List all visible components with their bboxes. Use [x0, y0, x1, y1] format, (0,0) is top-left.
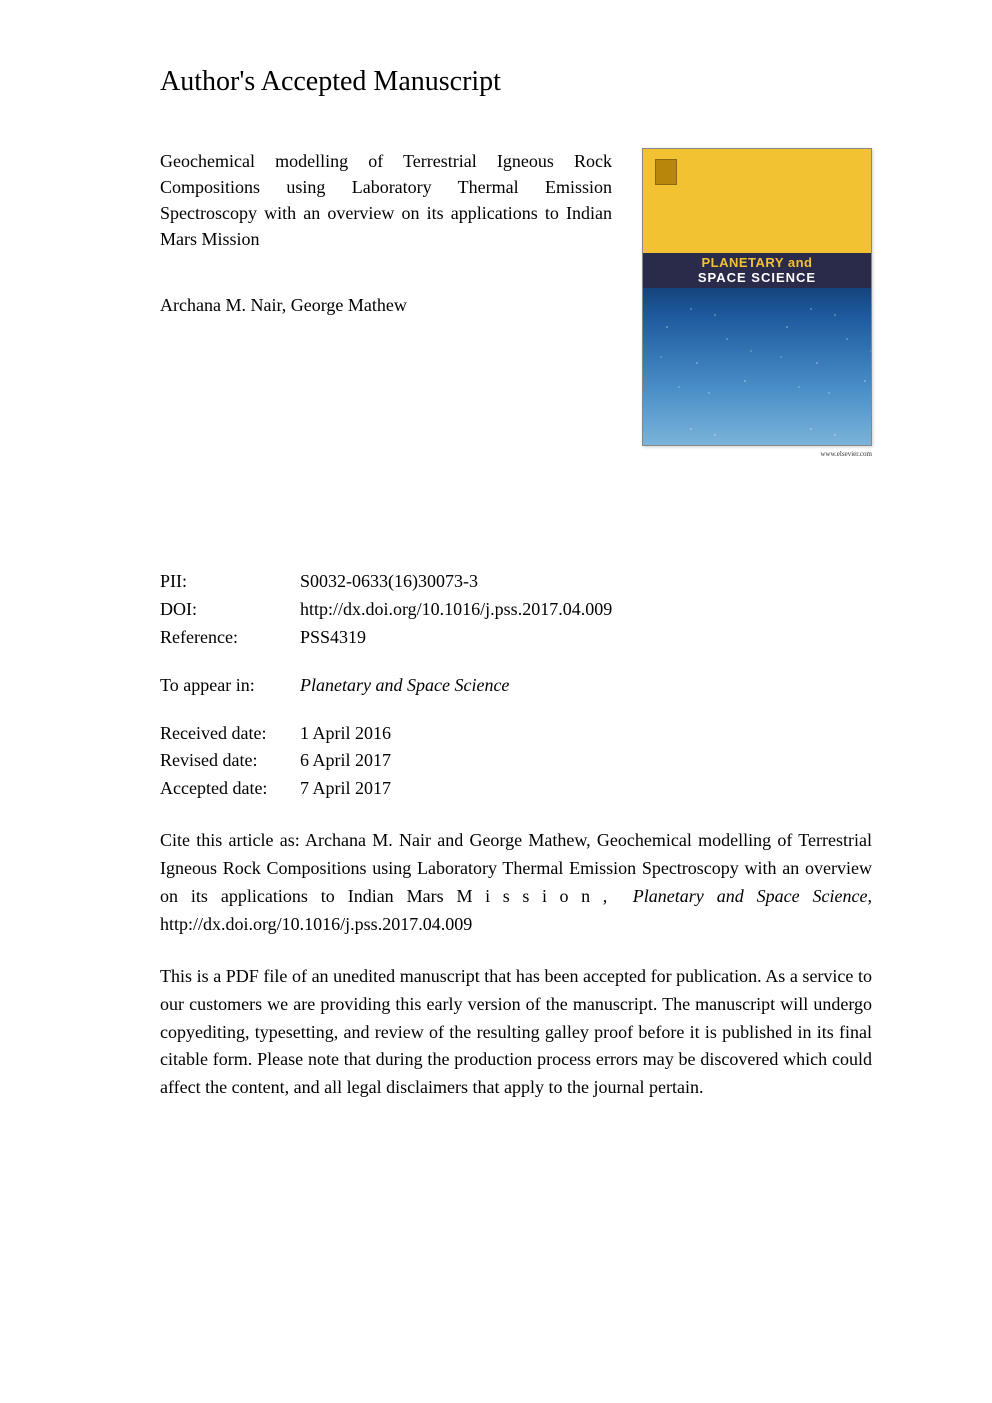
top-section: Geochemical modelling of Terrestrial Ign…	[160, 148, 872, 458]
reference-label: Reference:	[160, 624, 300, 652]
cover-title-line2: SPACE SCIENCE	[698, 270, 816, 285]
appear-label: To appear in:	[160, 672, 300, 700]
section-heading: Author's Accepted Manuscript	[160, 66, 872, 98]
journal-cover-wrap: PLANETARY and SPACE SCIENCE www.elsevier…	[642, 148, 872, 458]
article-authors: Archana M. Nair, George Mathew	[160, 292, 612, 318]
journal-cover: PLANETARY and SPACE SCIENCE	[642, 148, 872, 446]
cover-stars-decoration	[643, 291, 871, 445]
article-title: Geochemical modelling of Terrestrial Ign…	[160, 148, 612, 252]
citation-block: Cite this article as: Archana M. Nair an…	[160, 827, 872, 939]
cover-title-line1: PLANETARY and	[701, 255, 812, 270]
reference-value: PSS4319	[300, 624, 366, 652]
metadata-block-3: Received date: 1 April 2016 Revised date…	[160, 720, 872, 804]
metadata-block-2: To appear in: Planetary and Space Scienc…	[160, 672, 872, 700]
received-label: Received date:	[160, 720, 300, 748]
pii-label: PII:	[160, 568, 300, 596]
pii-value: S0032-0633(16)30073-3	[300, 568, 478, 596]
citation-mission-word: Mission,	[457, 886, 620, 906]
cover-title-band: PLANETARY and SPACE SCIENCE	[643, 253, 871, 289]
cover-top-panel	[643, 149, 871, 261]
metadata-block-1: PII: S0032-0633(16)30073-3 DOI: http://d…	[160, 568, 872, 652]
citation-journal: Planetary and Space Science,	[633, 886, 872, 906]
accepted-label: Accepted date:	[160, 775, 300, 803]
revised-label: Revised date:	[160, 747, 300, 775]
revised-value: 6 April 2017	[300, 747, 391, 775]
accepted-value: 7 April 2017	[300, 775, 391, 803]
appear-value: Planetary and Space Science	[300, 672, 509, 700]
received-value: 1 April 2016	[300, 720, 391, 748]
doi-label: DOI:	[160, 596, 300, 624]
disclaimer-text: This is a PDF file of an unedited manusc…	[160, 963, 872, 1102]
doi-value: http://dx.doi.org/10.1016/j.pss.2017.04.…	[300, 596, 612, 624]
elsevier-logo-icon	[655, 159, 677, 185]
cover-caption: www.elsevier.com	[642, 450, 872, 458]
cover-title-text: PLANETARY and SPACE SCIENCE	[698, 255, 816, 285]
citation-url: http://dx.doi.org/10.1016/j.pss.2017.04.…	[160, 914, 472, 934]
title-block: Geochemical modelling of Terrestrial Ign…	[160, 148, 612, 458]
